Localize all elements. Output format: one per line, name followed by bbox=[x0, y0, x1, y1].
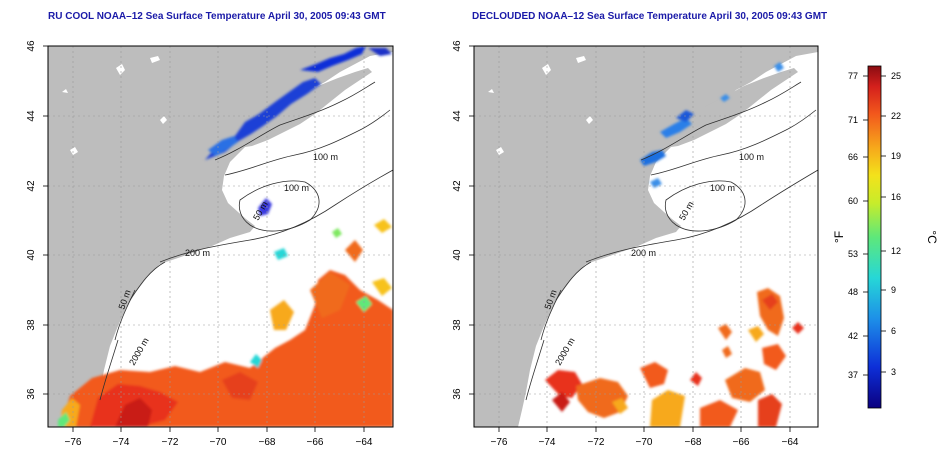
left-land-nova-scotia bbox=[230, 68, 372, 148]
left-contours bbox=[99, 81, 393, 401]
right-panel-title: DECLOUDED NOAA–12 Sea Surface Temperatur… bbox=[472, 11, 828, 22]
right-lat-tick-label: 36 bbox=[452, 388, 463, 400]
left-frame bbox=[47, 45, 394, 428]
left-lon-tick-label: −72 bbox=[162, 437, 179, 448]
colorbar-celsius-label: °C bbox=[925, 230, 939, 244]
colorbar-c-tick: 25 bbox=[891, 71, 901, 81]
left-map: 100 m 100 m 50 m 200 m 50 m 2000 m −76 −… bbox=[26, 40, 394, 448]
left-lon-tick-label: −74 bbox=[113, 437, 130, 448]
left-panel-title: RU COOL NOAA–12 Sea Surface Temperature … bbox=[48, 11, 386, 22]
left-lat-tick-label: 46 bbox=[26, 40, 37, 52]
right-contour-label-2: 100 m bbox=[710, 183, 735, 193]
left-lat-tick-label: 36 bbox=[26, 388, 37, 400]
colorbar-f-tick: 53 bbox=[848, 249, 858, 259]
right-lon-tick-label: −70 bbox=[636, 437, 653, 448]
right-lat-tick-label: 46 bbox=[452, 40, 463, 52]
left-lon-tick-label: −66 bbox=[307, 437, 324, 448]
right-lon-tick-label: −74 bbox=[539, 437, 556, 448]
right-lon-tick-label: −66 bbox=[733, 437, 750, 448]
left-lat-tick-label: 38 bbox=[26, 319, 37, 331]
left-lat-tick-label: 42 bbox=[26, 180, 37, 192]
right-land-nova-scotia bbox=[656, 68, 798, 148]
right-contour-label-1: 100 m bbox=[739, 152, 764, 162]
left-contour-label-1: 100 m bbox=[313, 152, 338, 162]
left-lon-tick-label: −68 bbox=[259, 437, 276, 448]
colorbar-c-tick: 9 bbox=[891, 285, 896, 295]
right-lat-tick-label: 40 bbox=[452, 249, 463, 261]
left-lon-tick-label: −76 bbox=[65, 437, 82, 448]
left-lon-tick-label: −70 bbox=[210, 437, 227, 448]
colorbar-f-tick: 71 bbox=[848, 115, 858, 125]
colorbar-c-tick: 22 bbox=[891, 111, 901, 121]
colorbar-gradient bbox=[867, 65, 882, 409]
colorbar-f-tick: 48 bbox=[848, 287, 858, 297]
right-contour-label-4: 200 m bbox=[631, 248, 656, 258]
colorbar-f-tick: 66 bbox=[848, 152, 858, 162]
left-land bbox=[48, 46, 393, 427]
left-contour-label-2: 100 m bbox=[284, 183, 309, 193]
colorbar-f-tick: 37 bbox=[848, 370, 858, 380]
colorbar-f-tick: 42 bbox=[848, 331, 858, 341]
right-land bbox=[474, 46, 818, 427]
right-lat-tick-label: 42 bbox=[452, 180, 463, 192]
colorbar-c-tick: 16 bbox=[891, 192, 901, 202]
right-lon-tick-label: −68 bbox=[685, 437, 702, 448]
colorbar-c-tick: 12 bbox=[891, 246, 901, 256]
right-lat-tick-label: 44 bbox=[452, 110, 463, 122]
colorbar-c-tick: 3 bbox=[891, 367, 896, 377]
left-lat-tick-label: 44 bbox=[26, 110, 37, 122]
right-lat-tick-label: 38 bbox=[452, 319, 463, 331]
colorbar-c-tick: 19 bbox=[891, 151, 901, 161]
colorbar-f-tick: 60 bbox=[848, 196, 858, 206]
right-lon-tick-label: −76 bbox=[491, 437, 508, 448]
right-frame bbox=[473, 45, 819, 428]
temperature-colorbar: 77 71 66 60 53 48 42 37 25 22 19 16 12 9… bbox=[832, 65, 939, 409]
right-lon-tick-label: −64 bbox=[782, 437, 799, 448]
right-contours bbox=[525, 81, 818, 401]
right-map: 100 m 100 m 50 m 200 m 50 m 2000 m −76 −… bbox=[452, 40, 819, 448]
colorbar-fahrenheit-label: °F bbox=[832, 231, 846, 243]
left-lat-tick-label: 40 bbox=[26, 249, 37, 261]
colorbar-f-tick: 77 bbox=[848, 71, 858, 81]
left-lon-tick-label: −64 bbox=[356, 437, 373, 448]
colorbar-c-tick: 6 bbox=[891, 326, 896, 336]
right-lon-tick-label: −72 bbox=[588, 437, 605, 448]
left-contour-label-4: 200 m bbox=[185, 248, 210, 258]
